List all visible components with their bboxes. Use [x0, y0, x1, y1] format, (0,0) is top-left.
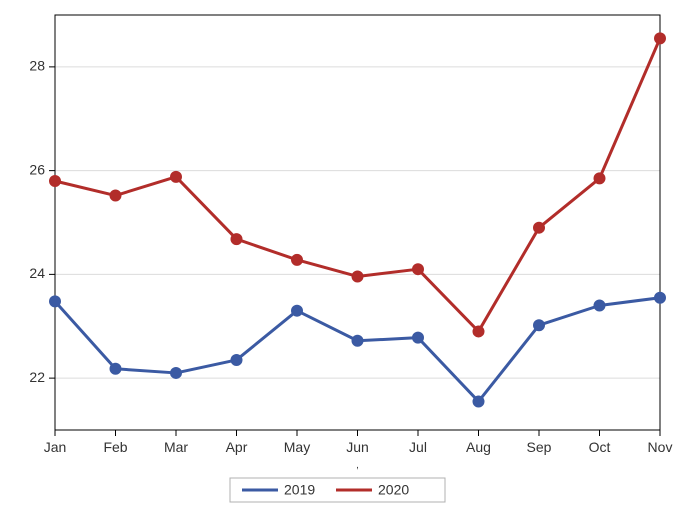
legend-label-2019: 2019 — [284, 482, 315, 498]
series-point-2019 — [594, 300, 605, 311]
xaxis-sublabel-svg: , — [356, 460, 359, 471]
y-tick-label: 26 — [29, 161, 45, 177]
series-point-2020 — [534, 222, 545, 233]
x-tick-label: Aug — [466, 439, 491, 455]
x-tick-label: May — [284, 439, 310, 455]
y-tick-label: 22 — [29, 369, 45, 385]
x-tick-label: Sep — [527, 439, 552, 455]
series-point-2020 — [292, 254, 303, 265]
line-chart: 22 24 26 28 Jan Feb Mar Apr May Jun Jul Aug Sep Oct No… — [0, 0, 674, 508]
x-tick-label: Apr — [226, 439, 248, 455]
series-point-2020 — [594, 173, 605, 184]
series-point-2020 — [50, 176, 61, 187]
y-tick-label: 28 — [29, 58, 45, 74]
series-point-2019 — [352, 335, 363, 346]
legend-label-2020: 2020 — [378, 482, 409, 498]
x-tick-label: Feb — [103, 439, 127, 455]
series-point-2019 — [292, 305, 303, 316]
series-point-2019 — [473, 396, 484, 407]
series-point-2020 — [655, 33, 666, 44]
x-tick-label: Mar — [164, 439, 188, 455]
series-point-2020 — [171, 171, 182, 182]
series-point-2019 — [534, 320, 545, 331]
series-point-2020 — [231, 234, 242, 245]
series-point-2020 — [413, 264, 424, 275]
x-tick-label: Jul — [409, 439, 427, 455]
chart-svg: 22 24 26 28 Jan Feb Mar Apr May Jun Jul Aug Sep Oct No… — [0, 0, 674, 508]
series-point-2020 — [110, 190, 121, 201]
x-tick-label: Oct — [589, 439, 611, 455]
series-point-2019 — [231, 354, 242, 365]
series-point-2019 — [655, 292, 666, 303]
series-point-2019 — [413, 332, 424, 343]
series-point-2020 — [473, 326, 484, 337]
y-tick-label: 24 — [29, 265, 45, 281]
series-point-2020 — [352, 271, 363, 282]
series-point-2019 — [171, 367, 182, 378]
x-tick-label: Jun — [346, 439, 369, 455]
series-point-2019 — [110, 363, 121, 374]
series-point-2019 — [50, 296, 61, 307]
x-tick-label: Jan — [44, 439, 67, 455]
x-tick-label: Nov — [648, 439, 673, 455]
